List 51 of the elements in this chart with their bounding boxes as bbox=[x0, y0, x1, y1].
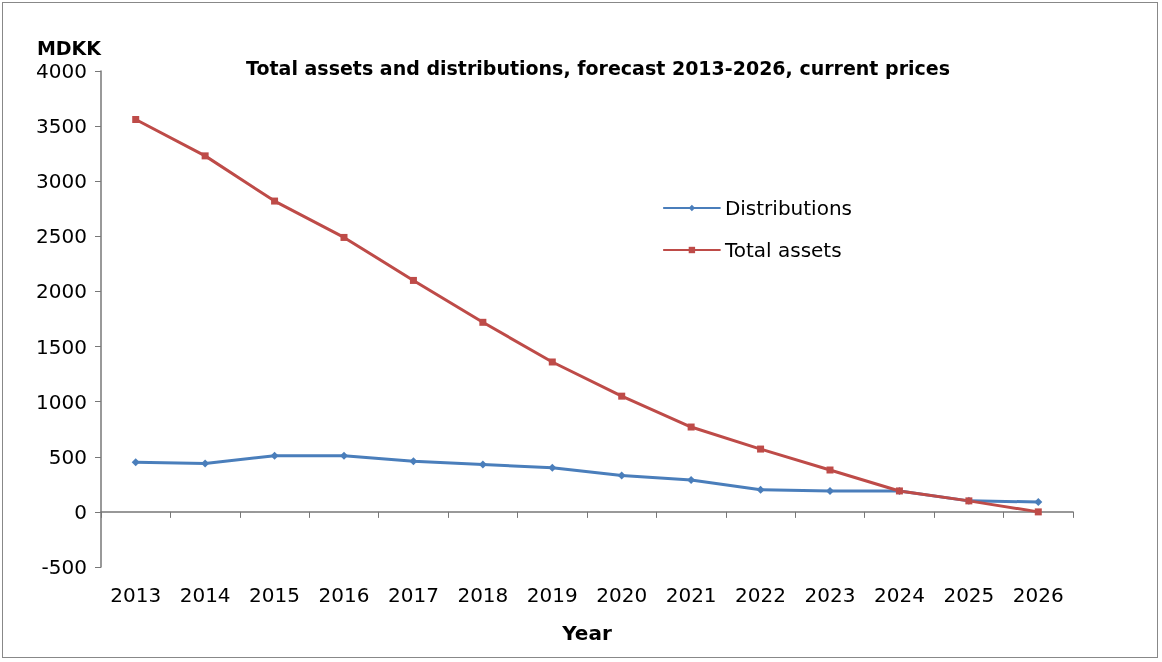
chart-title: Total assets and distributions, forecast 2013-2026, current prices bbox=[246, 56, 950, 79]
y-tick-label: 0 bbox=[74, 499, 87, 524]
point bbox=[270, 451, 279, 460]
point bbox=[548, 463, 557, 472]
point bbox=[201, 152, 209, 160]
point bbox=[132, 116, 140, 123]
point bbox=[1034, 508, 1042, 516]
x-tick-label: 2022 bbox=[735, 583, 787, 607]
point bbox=[617, 471, 626, 480]
legend-label: Total assets bbox=[723, 238, 842, 262]
y-tick-label: 1500 bbox=[36, 334, 87, 359]
y-tick-label: 3500 bbox=[36, 114, 87, 139]
legend-label: Distributions bbox=[724, 196, 853, 220]
x-tick-label: 2023 bbox=[804, 583, 856, 607]
point bbox=[271, 197, 279, 205]
point bbox=[826, 486, 834, 495]
x-tick-label: 2020 bbox=[596, 583, 648, 607]
y-tick-label: 4000 bbox=[36, 59, 87, 83]
x-tick-label: 2014 bbox=[179, 583, 231, 607]
x-tick-label: 2017 bbox=[387, 583, 439, 607]
y-tick-label: -500 bbox=[41, 555, 87, 579]
point bbox=[618, 392, 626, 400]
y-tick-label: 3000 bbox=[36, 169, 87, 194]
y-axis-title: MDKK bbox=[36, 36, 103, 59]
x-tick-label: 2018 bbox=[457, 583, 509, 607]
point bbox=[548, 358, 556, 366]
y-tick-label: 1000 bbox=[36, 389, 87, 414]
x-tick-label: 2015 bbox=[249, 583, 301, 607]
point bbox=[201, 459, 210, 468]
point bbox=[756, 485, 765, 494]
y-tick-label: 500 bbox=[48, 444, 87, 469]
x-tick-label: 2016 bbox=[318, 583, 370, 607]
x-tick-label: 2026 bbox=[1012, 583, 1064, 607]
point bbox=[340, 451, 348, 460]
x-tick-label: 2021 bbox=[665, 583, 717, 607]
y-tick-label: 2000 bbox=[36, 279, 87, 304]
y-tick-label: 2500 bbox=[36, 224, 87, 249]
x-tick-label: 2024 bbox=[873, 583, 925, 607]
point bbox=[340, 233, 348, 241]
point bbox=[479, 318, 487, 326]
point bbox=[687, 423, 695, 431]
point bbox=[757, 445, 765, 453]
x-tick-label: 2013 bbox=[110, 583, 162, 607]
x-tick-label: 2019 bbox=[526, 583, 578, 607]
point bbox=[131, 458, 140, 467]
point bbox=[409, 276, 417, 284]
x-axis-title: Year bbox=[561, 621, 612, 645]
x-tick-label: 2025 bbox=[943, 583, 995, 607]
point bbox=[478, 460, 487, 469]
point bbox=[1034, 497, 1043, 506]
point bbox=[826, 466, 834, 474]
